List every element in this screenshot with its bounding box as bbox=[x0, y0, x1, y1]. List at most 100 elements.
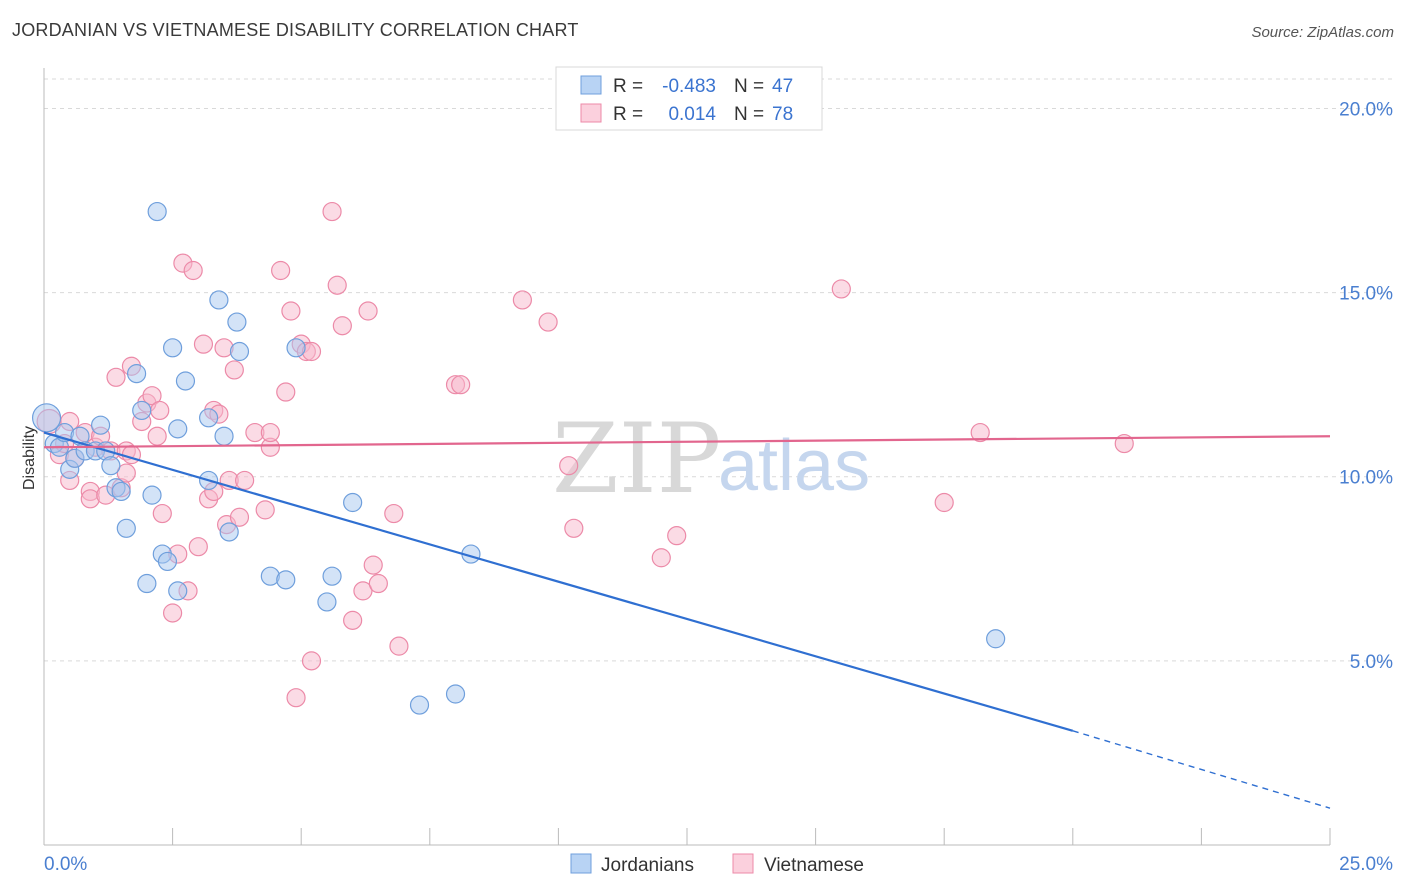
vietnamese-point bbox=[224, 360, 244, 380]
vietnamese-point bbox=[451, 375, 471, 395]
trend-layer bbox=[43, 431, 1331, 809]
vietnamese-point bbox=[188, 537, 208, 557]
y-axis-label: Disability bbox=[21, 426, 38, 490]
vietnamese-point bbox=[934, 492, 954, 513]
vietnamese-point bbox=[512, 290, 532, 310]
y-tick-label: 5.0% bbox=[1350, 652, 1393, 673]
vietnamese-point bbox=[559, 456, 579, 476]
vietnamese-point bbox=[116, 463, 136, 483]
jordanian-point bbox=[229, 341, 250, 362]
jordanian-point bbox=[142, 485, 162, 505]
jordanian-point bbox=[111, 481, 131, 502]
vietnamese-point bbox=[970, 422, 990, 443]
jordanian-point bbox=[343, 492, 363, 513]
jordanian-trend-line bbox=[43, 431, 1074, 732]
vietnamese-point bbox=[183, 260, 203, 281]
vietnamese-point bbox=[150, 400, 170, 421]
vietnamese-point bbox=[363, 555, 383, 575]
legend-n-label-1: N = bbox=[734, 76, 764, 97]
vietnamese-point bbox=[327, 275, 347, 295]
jordanian-point bbox=[214, 426, 234, 446]
vietnamese-point bbox=[121, 445, 142, 465]
vietnamese-point bbox=[667, 526, 687, 546]
vietnamese-point bbox=[255, 500, 275, 520]
legend-r-value-1: -0.483 bbox=[662, 76, 716, 97]
watermark-zip: ZIP bbox=[552, 403, 721, 515]
jordanian-point bbox=[137, 573, 157, 594]
vietnamese-point bbox=[343, 610, 363, 630]
legend-n-label-2: N = bbox=[734, 104, 764, 125]
jordanians-legend-swatch bbox=[570, 853, 592, 874]
jordanian-point bbox=[90, 415, 111, 435]
jordanian-point bbox=[317, 592, 337, 612]
vietnamese-legend-swatch-bottom bbox=[732, 853, 754, 874]
jordanian-point bbox=[409, 695, 430, 715]
vietnamese-point bbox=[831, 279, 851, 299]
jordanian-point bbox=[168, 581, 188, 601]
jordanian-point bbox=[157, 551, 178, 572]
jordanian-point bbox=[126, 364, 147, 384]
jordanian-point bbox=[168, 419, 188, 439]
jordanian-point bbox=[227, 312, 247, 332]
jordanian-point bbox=[199, 408, 219, 428]
vietnamese-point bbox=[163, 603, 183, 623]
source-label: Source: ZipAtlas.com bbox=[1251, 24, 1394, 41]
jordanians-legend-label: Jordanians bbox=[601, 855, 694, 876]
jordanian-point bbox=[286, 338, 306, 358]
vietnamese-point bbox=[564, 518, 584, 538]
vietnamese-legend-swatch bbox=[580, 103, 602, 123]
vietnamese-point bbox=[142, 386, 162, 406]
series-legend: Jordanians Vietnamese bbox=[570, 853, 864, 876]
vietnamese-point bbox=[193, 334, 214, 354]
vietnamese-point bbox=[538, 312, 558, 332]
jordanian-point bbox=[147, 201, 167, 222]
x-tick-label: 0.0% bbox=[44, 854, 87, 875]
watermark-atlas: atlas bbox=[718, 426, 870, 506]
vietnamese-point bbox=[281, 301, 301, 321]
jordanian-point bbox=[175, 371, 196, 391]
jordanian-point bbox=[132, 400, 152, 421]
y-tick-label: 15.0% bbox=[1339, 284, 1393, 305]
legend-r-value-2: 0.014 bbox=[668, 104, 716, 125]
vietnamese-point bbox=[271, 260, 291, 281]
y-tick-label: 20.0% bbox=[1339, 99, 1393, 120]
jordanian-point bbox=[219, 522, 239, 542]
vietnamese-point bbox=[389, 636, 409, 656]
jordanian-point bbox=[116, 518, 136, 538]
vietnamese-point bbox=[332, 316, 352, 336]
legend-n-value-1: 47 bbox=[772, 76, 793, 97]
points-layer bbox=[31, 201, 1134, 715]
jordanian-point bbox=[31, 403, 62, 433]
legend-r-label-2: R = bbox=[613, 104, 643, 125]
jordanian-legend-swatch bbox=[580, 75, 602, 95]
vietnamese-point bbox=[152, 503, 172, 524]
vietnamese-point bbox=[235, 470, 255, 491]
x-tick-label: 25.0% bbox=[1339, 854, 1393, 875]
vietnamese-point bbox=[106, 367, 126, 387]
legend-r-label-1: R = bbox=[613, 76, 643, 97]
vietnamese-point bbox=[260, 422, 280, 443]
vietnamese-point bbox=[301, 651, 322, 671]
legend-n-value-2: 78 bbox=[772, 104, 793, 125]
jordanian-point bbox=[209, 290, 229, 310]
vietnamese-point bbox=[358, 301, 378, 321]
stats-legend: R = -0.483 N = 47 R = 0.014 N = 78 bbox=[555, 66, 823, 131]
jordanian-point bbox=[986, 629, 1006, 649]
vietnamese-point bbox=[368, 573, 388, 594]
vietnamese-legend-label: Vietnamese bbox=[764, 855, 864, 876]
jordanian-point bbox=[445, 684, 466, 704]
vietnamese-point bbox=[286, 688, 306, 708]
chart-title: JORDANIAN VS VIETNAMESE DISABILITY CORRE… bbox=[12, 20, 579, 40]
y-tick-label: 10.0% bbox=[1339, 468, 1393, 489]
grid-layer bbox=[44, 78, 1392, 662]
axis-layer: 5.0% 10.0% 15.0% 20.0% 0.0% 25.0% bbox=[43, 68, 1393, 875]
jordanian-point bbox=[276, 570, 296, 590]
vietnamese-trend-line bbox=[43, 435, 1331, 449]
jordanian-point bbox=[163, 338, 183, 358]
vietnamese-point bbox=[276, 382, 296, 402]
watermark: ZIP atlas bbox=[552, 403, 870, 515]
vietnamese-point bbox=[147, 426, 167, 446]
jordanian-trend-extension bbox=[1072, 730, 1331, 809]
vietnamese-point bbox=[353, 581, 373, 601]
